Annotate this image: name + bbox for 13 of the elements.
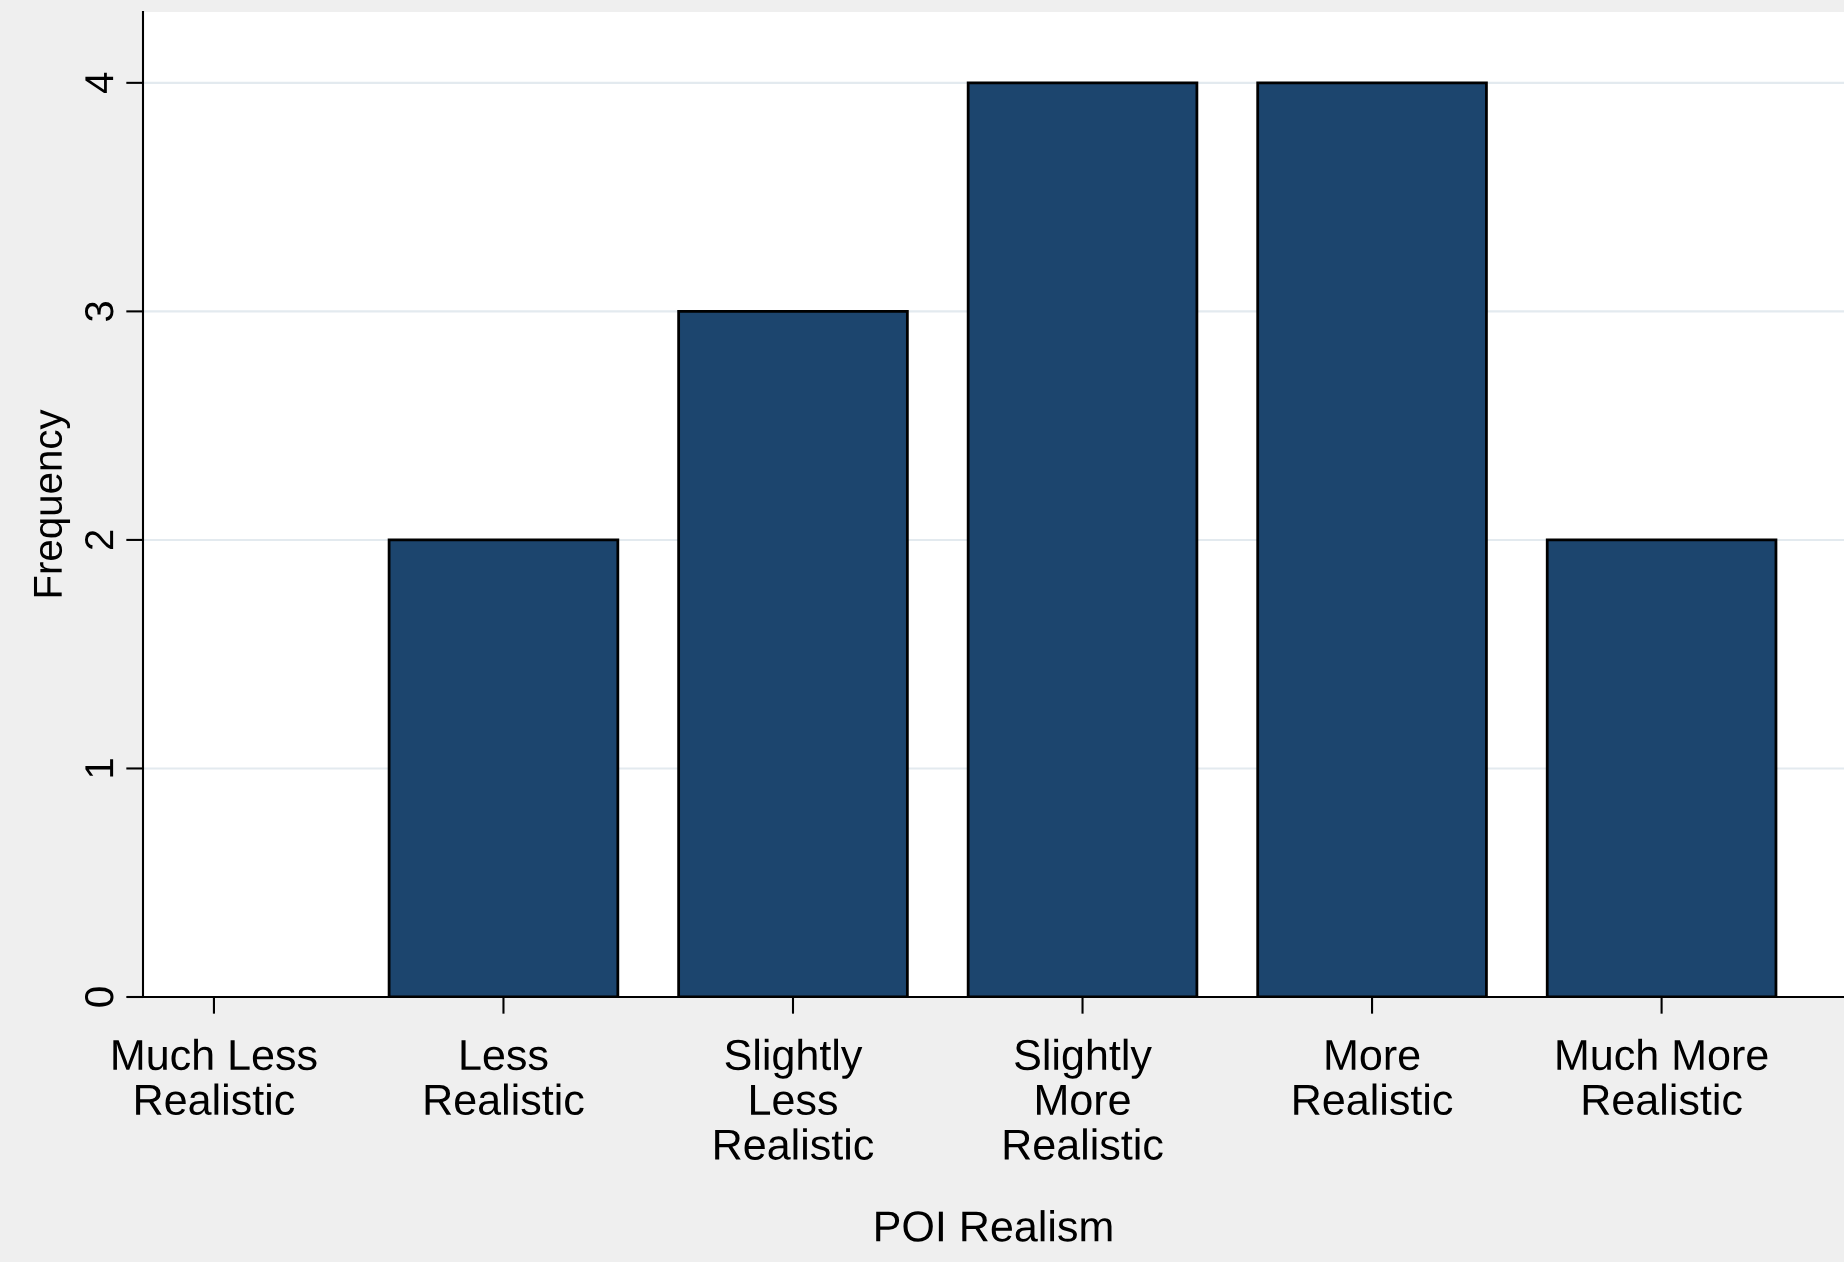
x-tick-label: Less Realistic — [425, 1040, 584, 1116]
y-tick-label: 0 — [84, 987, 114, 1007]
x-axis-title: POI Realism — [876, 1210, 1112, 1242]
x-tick-label: Slightly More Realistic — [1004, 1038, 1163, 1160]
x-tick-label: Much Less Realistic — [113, 1038, 317, 1116]
y-axis-title: Frequency — [33, 409, 71, 597]
x-tick-label: Much More Realistic — [1557, 1038, 1768, 1116]
x-tick-label: More Realistic — [1294, 1040, 1453, 1116]
y-tick-label: 2 — [84, 530, 114, 550]
y-tick-label: 3 — [84, 301, 114, 322]
y-tick-label: 1 — [85, 759, 114, 777]
y-tick-label: 4 — [85, 72, 114, 94]
x-tick-label: Slightly Less Realistic — [715, 1038, 874, 1160]
